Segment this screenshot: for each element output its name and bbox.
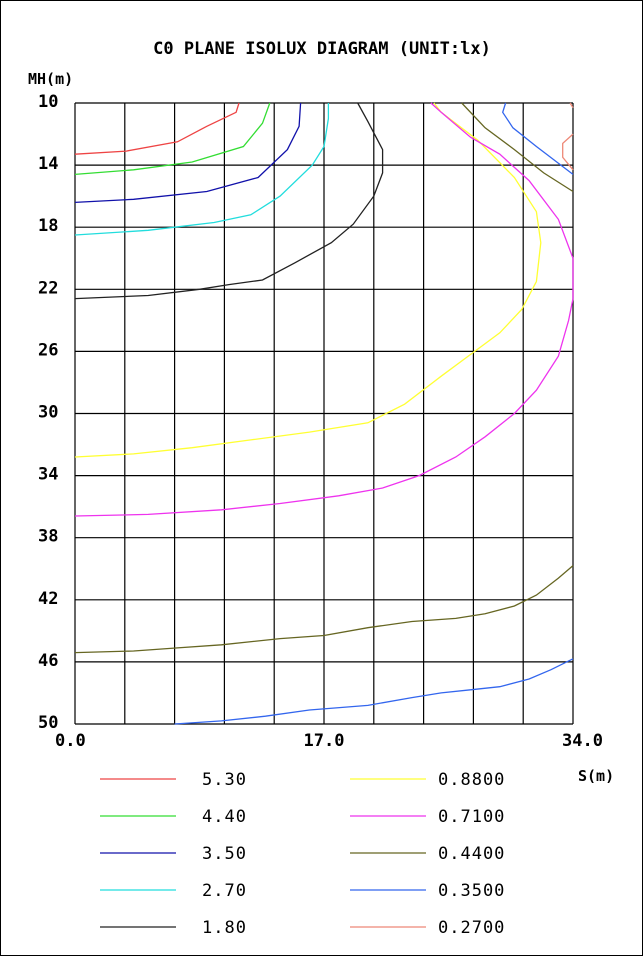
- y-tick-label: 42: [38, 589, 58, 609]
- y-tick-label: 46: [38, 651, 58, 671]
- isolux-curve-5.30: [74, 102, 240, 155]
- y-tick-label: 34: [38, 465, 58, 485]
- isolux-curve-0.7100: [74, 102, 574, 517]
- legend-label: 2.70: [202, 881, 247, 901]
- y-tick-label: 18: [38, 216, 58, 236]
- isolux-curve-2.70: [74, 103, 330, 236]
- isolux-curve-0.8800: [74, 102, 542, 458]
- legend-label: 3.50: [202, 844, 247, 864]
- legend: 5.30 4.40 3.50 2.70 1.80 0.8800 0.7100 0.4400 0.…: [100, 770, 505, 938]
- y-tick-label: 38: [38, 527, 58, 547]
- isolux-curve-1.80: [74, 102, 384, 300]
- legend-label: 0.7100: [438, 807, 505, 827]
- y-tick-label: 14: [38, 154, 58, 174]
- legend-label: 1.80: [202, 918, 247, 938]
- x-tick-label: 34.0: [562, 731, 603, 751]
- axis-ticks: 10 14 18 22 26 30 34 38 42 46 500.0 17.0 34.0: [38, 92, 603, 751]
- isolux-curve-0.4400: [74, 565, 574, 654]
- isolux-curves: [74, 102, 574, 725]
- isolux-curve-3.50: [74, 102, 302, 204]
- x-axis-label: S(m): [578, 767, 614, 785]
- y-tick-label: 22: [38, 278, 58, 298]
- y-tick-label: 30: [38, 403, 58, 423]
- isolux-curve-0.2700: [562, 133, 574, 171]
- y-tick-label: 10: [38, 92, 58, 112]
- legend-label: 0.8800: [438, 770, 505, 790]
- y-tick-label: 26: [38, 340, 58, 360]
- legend-label: 0.3500: [438, 881, 505, 901]
- legend-label: 0.2700: [438, 918, 505, 938]
- legend-label: 4.40: [202, 807, 247, 827]
- y-axis-label: MH(m): [28, 70, 73, 88]
- isolux-curve-0.2700: [569, 102, 574, 109]
- isolux-curve-0.3500: [501, 102, 574, 175]
- x-tick-label: 0.0: [55, 731, 86, 751]
- x-tick-label: 17.0: [304, 731, 345, 751]
- y-tick-label: 50: [38, 713, 58, 733]
- isolux-curve-0.3500: [174, 658, 574, 725]
- isolux-curve-0.4400: [461, 102, 574, 193]
- legend-label: 0.4400: [438, 844, 505, 864]
- isolux-curve-4.40: [74, 102, 271, 176]
- plot-grid: [74, 102, 574, 725]
- legend-label: 5.30: [202, 770, 247, 790]
- chart-title: C0 PLANE ISOLUX DIAGRAM (UNIT:lx): [153, 39, 491, 59]
